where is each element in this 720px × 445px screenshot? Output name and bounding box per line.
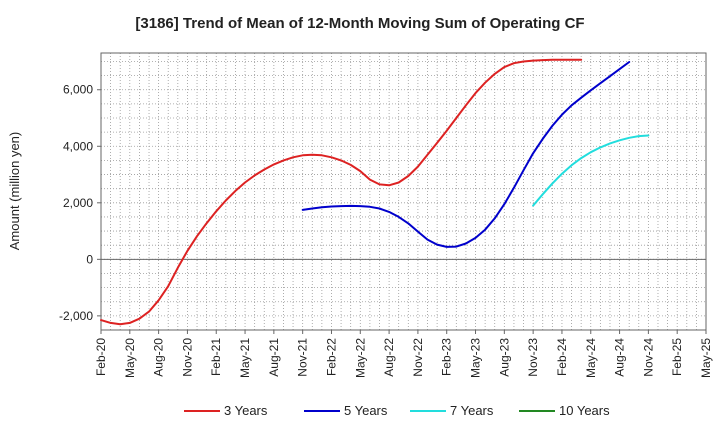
- x-tick-label: Aug-21: [267, 338, 281, 377]
- legend-label: 3 Years: [224, 403, 268, 418]
- y-tick-label: 6,000: [63, 83, 93, 97]
- x-tick-label: Nov-24: [641, 338, 655, 377]
- x-tick-label: Feb-25: [670, 338, 684, 376]
- x-tick-label: Feb-21: [209, 338, 223, 376]
- series-line-7-years: [532, 134, 650, 207]
- x-tick-label: Aug-23: [497, 338, 511, 377]
- x-tick-label: Aug-22: [382, 338, 396, 377]
- x-tick-label: Nov-23: [526, 338, 540, 377]
- chart-title: [3186] Trend of Mean of 12-Month Moving …: [135, 15, 584, 32]
- x-tick-label: Nov-20: [180, 338, 194, 377]
- y-tick-label: 2,000: [63, 196, 93, 210]
- x-tick-label: May-22: [353, 338, 367, 378]
- x-tick-label: Feb-22: [324, 338, 338, 376]
- legend-label: 7 Years: [450, 403, 494, 418]
- plot-frame: [100, 52, 707, 331]
- series-line-5-years: [301, 61, 631, 248]
- x-tick-label: May-21: [238, 338, 252, 378]
- legend: 3 Years 5 Years 7 Years 10 Years: [184, 403, 610, 418]
- y-tick-label: 4,000: [63, 139, 93, 153]
- y-tick-label: 0: [86, 252, 93, 266]
- x-tick-label: Aug-20: [152, 338, 166, 377]
- x-tick-label: May-24: [584, 338, 598, 378]
- y-tick-label: -2,000: [59, 309, 93, 323]
- legend-label: 10 Years: [559, 403, 610, 418]
- x-tick-label: Feb-20: [94, 338, 108, 376]
- series-line-3-years: [100, 58, 583, 326]
- legend-label: 5 Years: [344, 403, 388, 418]
- x-tick-label: Feb-24: [555, 338, 569, 376]
- x-tick-label: Nov-22: [411, 338, 425, 377]
- y-axis-ticks: -2,000 0 2,000 4,000 6,000: [59, 83, 101, 323]
- x-axis-ticks: Feb-20 May-20 Aug-20 Nov-20 Feb-21 May-21 Aug-…: [94, 330, 713, 378]
- x-tick-label: Nov-21: [296, 338, 310, 377]
- x-tick-label: May-23: [469, 338, 483, 378]
- x-tick-label: May-20: [123, 338, 137, 378]
- x-tick-label: May-25: [699, 338, 713, 378]
- grid: [101, 53, 706, 330]
- y-axis-label: Amount (million yen): [7, 132, 22, 251]
- x-tick-label: Aug-24: [613, 338, 627, 377]
- series-lines: [100, 58, 650, 326]
- x-tick-label: Feb-23: [440, 338, 454, 376]
